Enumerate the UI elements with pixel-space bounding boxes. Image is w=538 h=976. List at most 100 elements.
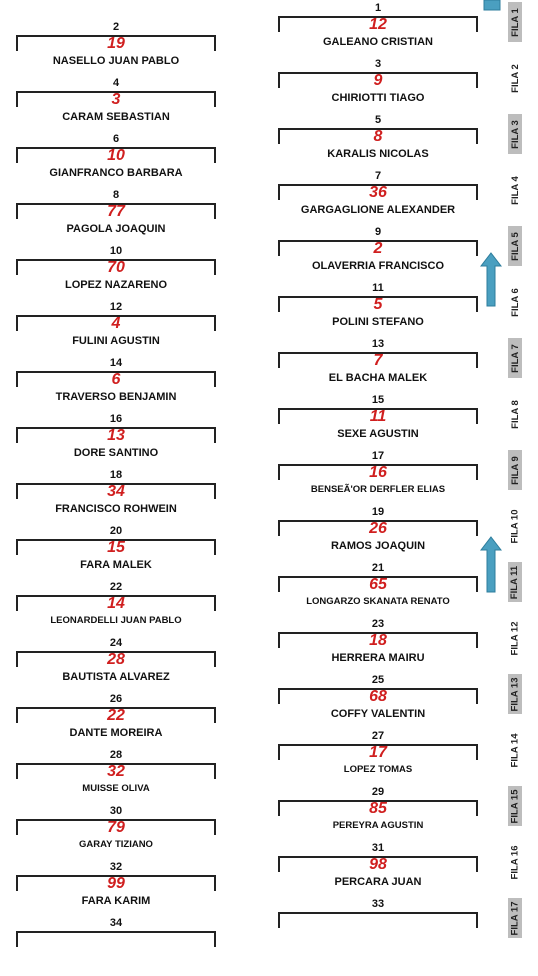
player-number: 9 bbox=[373, 72, 383, 89]
player-name: NASELLO JUAN PABLO bbox=[52, 55, 180, 67]
player-number: 10 bbox=[107, 147, 125, 164]
bracket-slot: 1 12 GALEANO CRISTIAN bbox=[278, 2, 478, 58]
bracket-line bbox=[278, 800, 478, 816]
player-name: GARGAGLIONE ALEXANDER bbox=[300, 204, 456, 216]
bracket-slot: 34 bbox=[16, 917, 216, 973]
fila-label: FILA 10 bbox=[508, 506, 522, 546]
player-number: 22 bbox=[107, 707, 125, 724]
bracket-slot: 7 36 GARGAGLIONE ALEXANDER bbox=[278, 170, 478, 226]
bracket-line bbox=[16, 875, 216, 891]
bracket-line bbox=[16, 147, 216, 163]
position-number: 7 bbox=[374, 170, 382, 182]
player-number: 12 bbox=[369, 16, 387, 33]
bracket-slot: 20 15 FARA MALEK bbox=[16, 525, 216, 581]
player-name: SEXE AGUSTIN bbox=[337, 428, 419, 440]
bracket-line bbox=[278, 688, 478, 704]
fila-text: FILA 9 bbox=[509, 455, 521, 485]
bracket-line bbox=[278, 240, 478, 256]
player-name: RAMOS JOAQUIN bbox=[330, 540, 426, 552]
player-name: TRAVERSO BENJAMIN bbox=[55, 391, 177, 403]
position-number: 12 bbox=[109, 301, 123, 313]
bracket-slot: 2 19 NASELLO JUAN PABLO bbox=[16, 21, 216, 77]
bracket-slot: 17 16 BENSEÃ'OR DERFLER ELIAS bbox=[278, 450, 478, 506]
bracket-line bbox=[278, 72, 478, 88]
bracket-line bbox=[278, 744, 478, 760]
position-number: 18 bbox=[109, 469, 123, 481]
bracket-line bbox=[278, 352, 478, 368]
bracket-slot: 25 68 COFFY VALENTIN bbox=[278, 674, 478, 730]
fila-label: FILA 8 bbox=[508, 394, 522, 434]
position-number: 31 bbox=[371, 842, 385, 854]
player-name: PEREYRA AGUSTIN bbox=[332, 820, 424, 831]
bracket-slot: 15 11 SEXE AGUSTIN bbox=[278, 394, 478, 450]
player-name: MUISSE OLIVA bbox=[82, 783, 150, 794]
bracket-slot: 3 9 CHIRIOTTI TIAGO bbox=[278, 58, 478, 114]
player-number: 79 bbox=[107, 819, 125, 836]
bracket-line bbox=[278, 576, 478, 592]
player-number: 15 bbox=[107, 539, 125, 556]
player-number: 26 bbox=[369, 520, 387, 537]
fila-label: FILA 6 bbox=[508, 282, 522, 322]
bracket-slot: 32 99 FARA KARIM bbox=[16, 861, 216, 917]
bracket-slot: 27 17 LOPEZ TOMAS bbox=[278, 730, 478, 786]
fila-text: FILA 14 bbox=[509, 733, 521, 767]
player-name: DANTE MOREIRA bbox=[69, 727, 163, 739]
bracket-slot: 28 32 MUISSE OLIVA bbox=[16, 749, 216, 805]
position-number: 24 bbox=[109, 637, 123, 649]
player-name: GARAY TIZIANO bbox=[79, 839, 153, 850]
player-name: FRANCISCO ROHWEIN bbox=[55, 503, 177, 515]
bracket-line bbox=[278, 912, 478, 928]
bracket-slot: 19 26 RAMOS JOAQUIN bbox=[278, 506, 478, 562]
fila-text: FILA 4 bbox=[509, 175, 521, 205]
position-number: 26 bbox=[109, 693, 123, 705]
player-number: 28 bbox=[107, 651, 125, 668]
position-number: 25 bbox=[371, 674, 385, 686]
position-number: 14 bbox=[109, 357, 123, 369]
bracket-slot: 13 7 EL BACHA MALEK bbox=[278, 338, 478, 394]
bracket-slot: 30 79 GARAY TIZIANO bbox=[16, 805, 216, 861]
bracket-line bbox=[16, 371, 216, 387]
fila-label: FILA 4 bbox=[508, 170, 522, 210]
position-number: 10 bbox=[109, 245, 123, 257]
position-number: 15 bbox=[371, 394, 385, 406]
position-number: 28 bbox=[109, 749, 123, 761]
bracket-line bbox=[278, 16, 478, 32]
bracket-line bbox=[278, 520, 478, 536]
fila-text: FILA 11 bbox=[509, 565, 521, 599]
player-name: DORE SANTINO bbox=[73, 447, 159, 459]
fila-text: FILA 13 bbox=[509, 677, 521, 711]
player-number: 19 bbox=[107, 35, 125, 52]
fila-text: FILA 8 bbox=[509, 399, 521, 429]
player-name: LEONARDELLI JUAN PABLO bbox=[50, 615, 182, 626]
fila-text: FILA 12 bbox=[509, 621, 521, 655]
position-number: 33 bbox=[371, 898, 385, 910]
player-number: 11 bbox=[369, 408, 387, 425]
bracket-slot: 5 8 KARALIS NICOLAS bbox=[278, 114, 478, 170]
player-number: 8 bbox=[373, 128, 383, 145]
fila-text: FILA 17 bbox=[509, 901, 521, 935]
bracket-line bbox=[16, 427, 216, 443]
player-name: LOPEZ TOMAS bbox=[343, 764, 413, 775]
bracket-line bbox=[16, 931, 216, 947]
bracket-line bbox=[16, 539, 216, 555]
player-number: 36 bbox=[369, 184, 387, 201]
position-number: 23 bbox=[371, 618, 385, 630]
bracket-slot: 8 77 PAGOLA JOAQUIN bbox=[16, 189, 216, 245]
bracket-line bbox=[16, 91, 216, 107]
position-number: 22 bbox=[109, 581, 123, 593]
fila-text: FILA 7 bbox=[509, 343, 521, 373]
player-number: 99 bbox=[107, 875, 125, 892]
bracket-line bbox=[278, 464, 478, 480]
player-name: PAGOLA JOAQUIN bbox=[66, 223, 166, 235]
position-number: 29 bbox=[371, 786, 385, 798]
player-number: 98 bbox=[369, 856, 387, 873]
bracket-slot: 23 18 HERRERA MAIRU bbox=[278, 618, 478, 674]
up-arrow-icon bbox=[480, 536, 502, 593]
bracket-slot: 9 2 OLAVERRIA FRANCISCO bbox=[278, 226, 478, 282]
player-name: BENSEÃ'OR DERFLER ELIAS bbox=[310, 484, 446, 495]
bracket-line bbox=[16, 651, 216, 667]
fila-text: FILA 10 bbox=[509, 509, 521, 543]
player-number: 4 bbox=[111, 315, 121, 332]
bracket-slot: 29 85 PEREYRA AGUSTIN bbox=[278, 786, 478, 842]
bracket-line bbox=[278, 856, 478, 872]
